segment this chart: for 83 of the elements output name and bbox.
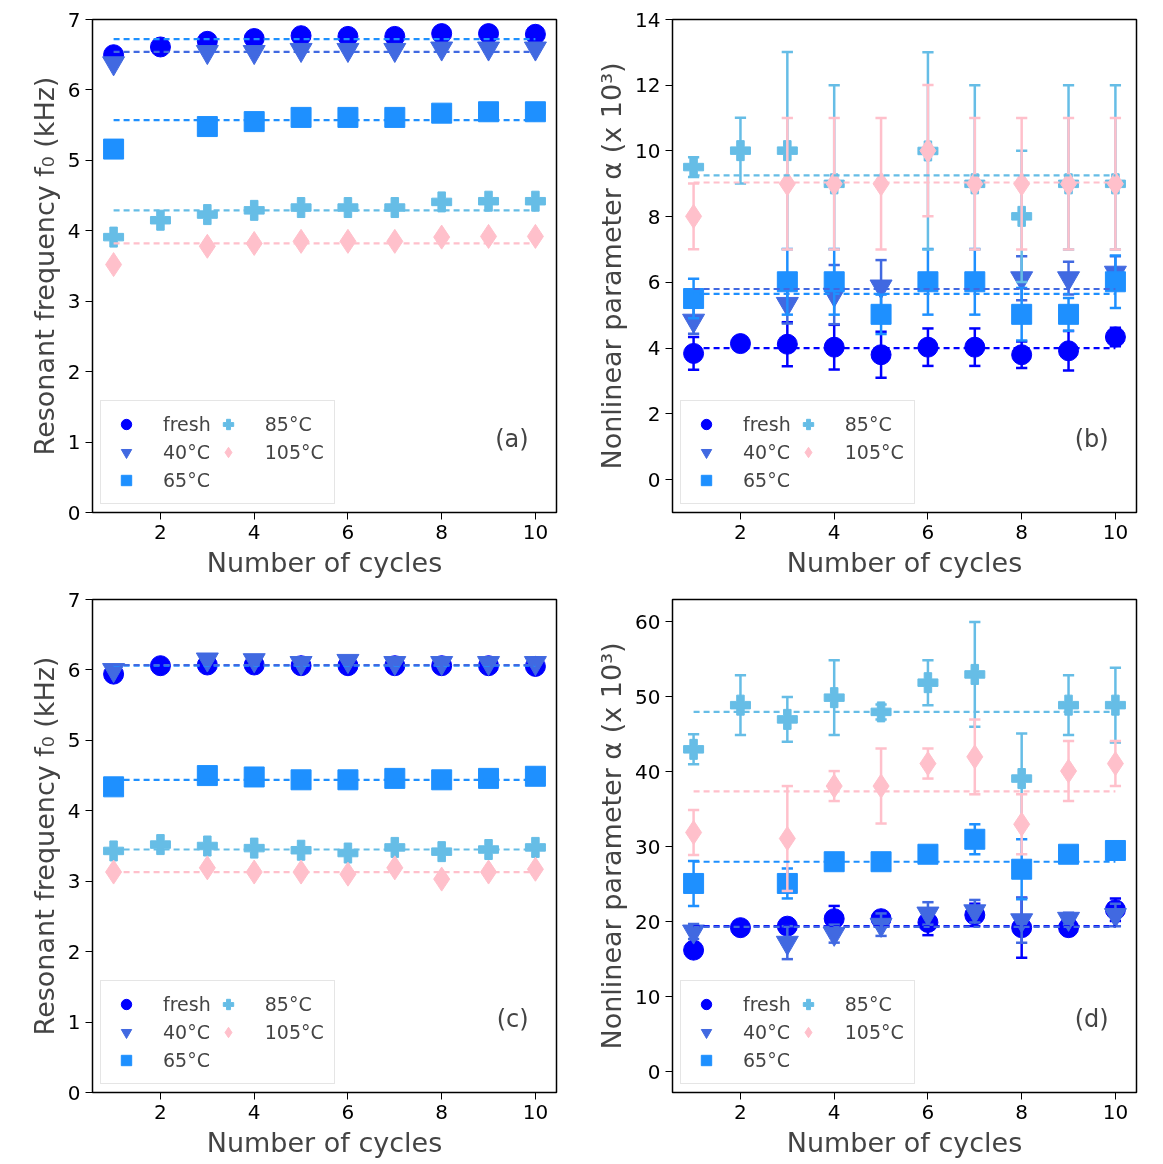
x-tick-label: 6 [921,1099,935,1124]
y-tick-label: 7 [67,587,81,612]
x-tick-label: 8 [435,1099,449,1124]
x-tick-label: 2 [734,1099,747,1124]
y-tick-label: 6 [67,657,81,682]
y-tick-label: 2 [67,939,81,964]
y-tick-label: 30 [635,834,661,859]
x-axis-title: Number of cycles [206,546,443,578]
x-tick-label: 2 [154,519,167,544]
y-tick-label: 60 [635,609,661,634]
y-tick-label: 4 [67,798,81,823]
x-tick-label: 6 [921,519,935,544]
y-tick-label: 5 [67,148,81,173]
y-tick-label: 3 [67,289,81,314]
x-tick-label: 4 [247,519,261,544]
y-tick-label: 0 [67,500,81,525]
annotation: (d) [1074,1005,1109,1034]
y-tick-label: 4 [67,218,81,243]
legend-label: 105°C [264,441,324,463]
y-tick-label: 5 [67,728,81,753]
x-tick-label: 8 [435,519,449,544]
x-tick-label: 10 [1102,1099,1129,1124]
x-axis-title: Number of cycles [786,1126,1023,1158]
x-tick-label: 4 [827,1099,841,1124]
y-tick-label: 10 [635,138,661,163]
y-tick-label: 50 [635,684,661,709]
x-tick-label: 10 [522,519,549,544]
x-tick-label: 2 [154,1099,167,1124]
y-axis-title: Resonant frequency f₀ (kHz) [28,76,60,456]
legend-label: 105°C [264,1021,324,1043]
x-tick-label: 6 [341,519,355,544]
y-tick-label: 8 [647,204,661,229]
annotation: (a) [495,425,529,454]
y-tick-label: 6 [647,270,661,295]
x-axis-title: Number of cycles [786,546,1023,578]
legend-label: fresh [163,413,211,435]
y-tick-label: 4 [647,336,661,361]
y-tick-label: 0 [647,467,661,492]
legend-label: 85°C [264,413,312,435]
legend-label: 85°C [264,993,312,1015]
legend-label: 105°C [844,441,904,463]
x-tick-label: 10 [522,1099,549,1124]
y-tick-label: 1 [67,1010,81,1035]
y-tick-label: 2 [67,359,81,384]
legend-label: 40°C [163,441,210,463]
x-tick-label: 10 [1102,519,1129,544]
y-tick-label: 3 [67,869,81,894]
legend-label: 65°C [163,1049,210,1071]
legend-label: fresh [163,993,211,1015]
legend-label: 65°C [163,469,210,491]
y-tick-label: 40 [635,759,661,784]
legend-label: 40°C [743,1021,790,1043]
legend-label: 85°C [844,413,892,435]
x-tick-label: 2 [734,519,747,544]
legend-label: 40°C [163,1021,210,1043]
legend-label: fresh [743,413,791,435]
y-axis-title: Resonant frequency f₀ (kHz) [28,656,60,1036]
y-tick-label: 0 [67,1080,81,1105]
x-tick-label: 6 [341,1099,355,1124]
x-axis-title: Number of cycles [206,1126,443,1158]
legend-label: 105°C [844,1021,904,1043]
y-tick-label: 2 [647,401,661,426]
y-tick-label: 12 [635,73,661,98]
y-tick-label: 14 [635,7,661,32]
y-tick-label: 10 [635,984,661,1009]
x-tick-label: 4 [827,519,841,544]
y-axis-title: Nonlinear parameter α (x 10³) [596,62,628,470]
x-tick-label: 4 [247,1099,261,1124]
y-tick-label: 20 [635,909,661,934]
y-tick-label: 1 [67,430,81,455]
legend-label: fresh [743,993,791,1015]
legend-label: 65°C [743,1049,790,1071]
y-tick-label: 6 [67,77,81,102]
legend-label: 40°C [743,441,790,463]
y-tick-label: 7 [67,7,81,32]
y-axis-title: Nonlinear parameter α (x 10³) [596,642,628,1050]
y-tick-label: 0 [647,1059,661,1084]
legend-label: 65°C [743,469,790,491]
x-tick-label: 8 [1015,1099,1029,1124]
x-tick-label: 8 [1015,519,1029,544]
legend-label: 85°C [844,993,892,1015]
annotation: (b) [1074,425,1109,454]
annotation: (c) [496,1005,529,1034]
